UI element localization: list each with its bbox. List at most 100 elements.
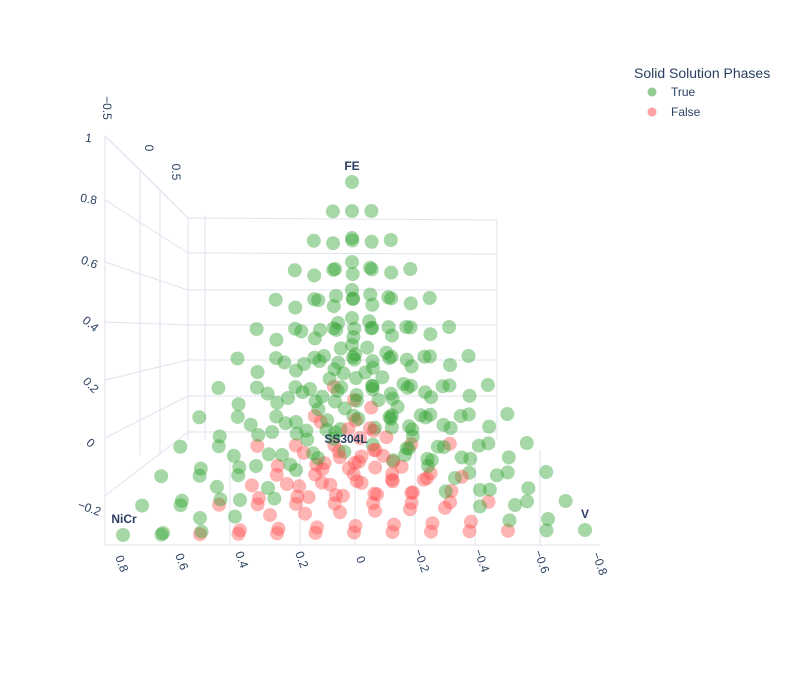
point-true[interactable] <box>116 528 130 542</box>
point-false[interactable] <box>403 502 417 517</box>
point-true[interactable] <box>349 388 364 403</box>
point-false[interactable] <box>323 477 338 492</box>
point-true[interactable] <box>297 357 311 371</box>
point-true[interactable] <box>382 351 397 366</box>
point-true[interactable] <box>481 436 496 451</box>
point-true[interactable] <box>231 468 246 483</box>
point-false[interactable] <box>425 516 440 531</box>
point-true[interactable] <box>360 340 375 355</box>
point-true[interactable] <box>423 407 438 422</box>
point-true[interactable] <box>325 204 340 219</box>
point-false[interactable] <box>354 449 369 464</box>
point-true[interactable] <box>364 321 379 336</box>
point-true[interactable] <box>405 422 420 437</box>
point-true[interactable] <box>313 323 327 337</box>
point-true[interactable] <box>418 385 433 400</box>
point-true[interactable] <box>194 524 209 539</box>
point-true[interactable] <box>281 391 295 405</box>
point-false[interactable] <box>231 526 246 541</box>
point-true[interactable] <box>347 352 362 367</box>
point-false[interactable] <box>481 494 496 509</box>
point-false[interactable] <box>364 400 379 415</box>
point-true[interactable] <box>249 322 264 337</box>
point-true[interactable] <box>520 494 535 509</box>
point-true[interactable] <box>322 371 337 386</box>
point-false[interactable] <box>347 393 362 407</box>
point-true[interactable] <box>417 349 432 364</box>
point-false[interactable] <box>289 496 304 511</box>
point-true[interactable] <box>317 349 331 363</box>
point-true[interactable] <box>278 416 293 431</box>
point-false[interactable] <box>346 467 361 482</box>
point-true[interactable] <box>413 408 428 423</box>
point-true[interactable] <box>269 332 284 347</box>
point-true[interactable] <box>243 417 258 432</box>
point-true[interactable] <box>306 233 321 248</box>
point-false[interactable] <box>405 485 420 500</box>
point-true[interactable] <box>289 426 304 441</box>
point-true[interactable] <box>453 409 468 423</box>
point-true[interactable] <box>328 425 343 440</box>
point-false[interactable] <box>301 490 316 505</box>
point-true[interactable] <box>329 322 344 337</box>
point-true[interactable] <box>333 422 348 437</box>
point-true[interactable] <box>345 338 359 352</box>
point-true[interactable] <box>249 459 263 473</box>
point-false[interactable] <box>333 505 347 520</box>
point-false[interactable] <box>269 467 284 482</box>
point-true[interactable] <box>384 420 399 435</box>
point-false[interactable] <box>424 524 438 539</box>
point-false[interactable] <box>251 491 266 505</box>
point-true[interactable] <box>261 447 276 462</box>
point-false[interactable] <box>366 496 381 511</box>
point-true[interactable] <box>398 448 412 462</box>
point-true[interactable] <box>399 320 414 334</box>
point-true[interactable] <box>462 388 477 403</box>
point-true[interactable] <box>383 233 398 247</box>
point-true[interactable] <box>365 297 380 312</box>
point-false[interactable] <box>387 517 401 532</box>
point-true[interactable] <box>326 262 341 277</box>
point-true[interactable] <box>212 429 227 444</box>
point-true[interactable] <box>461 407 476 422</box>
point-true[interactable] <box>396 377 411 391</box>
point-true[interactable] <box>418 410 433 425</box>
legend-item-false[interactable]: False <box>647 105 701 119</box>
point-true[interactable] <box>386 453 401 468</box>
point-false[interactable] <box>404 485 419 500</box>
point-true[interactable] <box>539 523 554 538</box>
point-true[interactable] <box>330 383 345 398</box>
legend-item-true[interactable]: True <box>647 85 696 99</box>
point-true[interactable] <box>306 446 321 461</box>
point-false[interactable] <box>296 445 311 460</box>
point-true[interactable] <box>508 498 522 512</box>
point-true[interactable] <box>384 265 399 280</box>
point-true[interactable] <box>319 422 334 437</box>
point-true[interactable] <box>337 444 352 459</box>
point-true[interactable] <box>402 419 417 434</box>
point-true[interactable] <box>326 321 341 336</box>
point-true[interactable] <box>435 379 450 394</box>
point-true[interactable] <box>421 459 435 473</box>
point-true[interactable] <box>328 262 343 277</box>
point-true[interactable] <box>539 465 554 479</box>
point-false[interactable] <box>314 475 329 490</box>
point-true[interactable] <box>326 431 341 446</box>
point-true[interactable] <box>473 483 487 497</box>
point-false[interactable] <box>270 526 284 541</box>
point-true[interactable] <box>345 267 360 281</box>
point-true[interactable] <box>349 371 363 385</box>
point-true[interactable] <box>193 461 208 476</box>
point-true[interactable] <box>249 380 264 395</box>
point-false[interactable] <box>326 379 341 394</box>
point-false[interactable] <box>419 471 434 486</box>
point-true[interactable] <box>349 393 364 408</box>
point-true[interactable] <box>347 321 362 336</box>
point-false[interactable] <box>332 450 347 465</box>
point-true[interactable] <box>209 479 224 494</box>
point-false[interactable] <box>193 527 207 542</box>
point-false[interactable] <box>376 448 391 463</box>
point-true[interactable] <box>501 450 516 465</box>
point-false[interactable] <box>212 497 227 512</box>
point-false[interactable] <box>308 467 323 482</box>
